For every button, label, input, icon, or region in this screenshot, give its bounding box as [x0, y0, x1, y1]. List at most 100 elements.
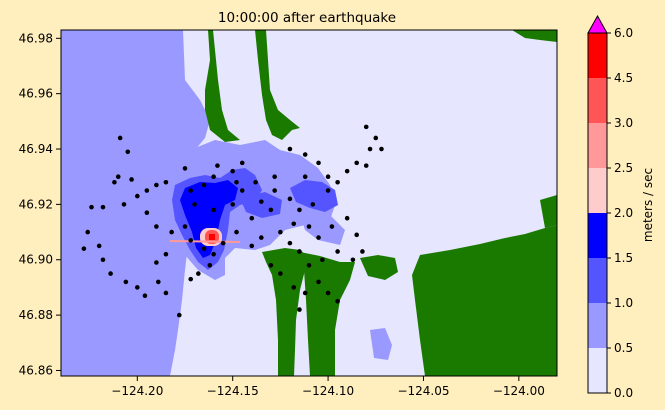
- plot-frame: [60, 29, 558, 377]
- gauge-marker: [363, 124, 369, 130]
- colorbar-label: meters / sec: [641, 168, 655, 242]
- gauge-marker: [215, 163, 220, 168]
- gauge-marker: [354, 232, 359, 238]
- gauge-marker: [287, 146, 293, 152]
- gauge-marker: [220, 240, 226, 246]
- gauge-marker: [188, 188, 194, 193]
- gauge-marker: [316, 279, 321, 285]
- land-northeast-corner: [512, 30, 557, 42]
- land-south-spit: [262, 248, 310, 376]
- land-north-spit: [183, 30, 240, 142]
- gauge-marker: [234, 229, 239, 235]
- gauge-marker: [135, 285, 140, 290]
- gauge-marker: [287, 196, 293, 202]
- colorbar-segment: [588, 258, 607, 303]
- gauge-marker: [302, 290, 308, 296]
- gauge-marker: [360, 249, 365, 254]
- gauge-marker: [211, 174, 216, 180]
- gauge-marker: [272, 174, 277, 180]
- x-tick-label: −124.05: [397, 384, 449, 398]
- gauge-marker: [108, 271, 113, 276]
- gauge-marker: [239, 160, 245, 166]
- gauge-marker: [155, 279, 161, 285]
- x-tick-label: −124.15: [207, 384, 259, 398]
- gauge-marker: [253, 179, 258, 185]
- colorbar-tick-label: 2.5: [614, 161, 633, 175]
- gauge-marker: [129, 177, 134, 182]
- gauge-marker: [325, 290, 331, 296]
- gauge-marker: [278, 271, 283, 276]
- y-tick-label: 46.88: [19, 308, 53, 322]
- land-northern-peninsula: [230, 30, 300, 140]
- y-axis: 46.86 46.88 46.90 46.92 46.94 46.96 46.98: [19, 31, 61, 377]
- colorbar-segment: [588, 33, 607, 78]
- gauge-marker: [268, 207, 274, 213]
- gauge-marker: [121, 202, 127, 207]
- y-tick-label: 46.92: [19, 197, 53, 211]
- gauge-marker: [325, 174, 331, 180]
- gauge-marker: [115, 174, 121, 180]
- gauge-marker: [302, 174, 308, 180]
- gauge-marker: [169, 229, 174, 235]
- gauge-marker: [335, 298, 340, 304]
- gauge-marker: [272, 188, 277, 193]
- speed-region-inner-2: [300, 215, 345, 245]
- colorbar-segment: [588, 303, 607, 348]
- gauge-marker: [268, 262, 274, 268]
- colorbar-segment: [588, 123, 607, 168]
- gauge-marker: [287, 240, 293, 246]
- speed-region-inner-3: [370, 328, 392, 360]
- gauge-marker: [297, 307, 302, 312]
- gauge-marker: [291, 221, 297, 227]
- gauge-marker: [320, 257, 325, 263]
- gauge-marker: [249, 215, 255, 221]
- gauge-marker: [142, 293, 148, 299]
- gauge-marker: [176, 312, 182, 318]
- gauge-marker: [297, 207, 302, 213]
- gauge-marker: [329, 224, 335, 229]
- gauge-marker: [89, 204, 94, 210]
- colorbar-tick-label: 0.5: [614, 341, 633, 355]
- gauge-marker: [363, 163, 369, 168]
- colorbar-tick-label: 0.0: [614, 386, 633, 400]
- colorbar-tick-label: 3.0: [614, 116, 633, 130]
- inlet-streak: [169, 240, 241, 243]
- gauge-markers: [81, 124, 384, 318]
- gauge-marker: [125, 149, 131, 155]
- colorbar-tick-label: 1.0: [614, 296, 633, 310]
- gauge-marker: [335, 249, 340, 254]
- land-south-east: [300, 252, 355, 376]
- gauge-marker: [259, 199, 264, 204]
- gauge-marker: [144, 188, 150, 193]
- gauge-marker: [344, 168, 350, 174]
- gauge-marker: [154, 260, 159, 265]
- gauge-marker: [144, 210, 150, 215]
- gauge-marker: [230, 168, 235, 174]
- gauge-marker: [85, 229, 91, 235]
- gauge-marker: [188, 276, 194, 282]
- colorbar-tick-label: 4.5: [614, 71, 633, 85]
- gauge-marker: [278, 229, 283, 235]
- y-tick-label: 46.86: [19, 363, 53, 377]
- gauge-marker: [344, 215, 350, 221]
- y-tick-label: 46.90: [19, 253, 53, 267]
- gauge-marker: [100, 204, 106, 210]
- gauge-marker: [259, 235, 264, 240]
- gauge-marker: [373, 135, 379, 141]
- gauge-marker: [163, 251, 169, 257]
- y-tick-label: 46.96: [19, 87, 53, 101]
- colorbar-segment: [588, 168, 607, 213]
- gauge-marker: [123, 279, 129, 285]
- inlet-jet-core: [209, 234, 215, 240]
- gauge-marker: [154, 182, 159, 188]
- gauge-marker: [316, 160, 321, 166]
- speed-region-ocean: [61, 30, 210, 376]
- land-east-hills: [412, 225, 557, 376]
- gauge-marker: [201, 246, 207, 251]
- gauge-marker: [192, 202, 197, 207]
- gauge-marker: [201, 182, 207, 188]
- gauge-marker: [306, 262, 312, 268]
- gauge-marker: [100, 257, 106, 263]
- colorbar-tick-label: 2.0: [614, 206, 633, 220]
- gauge-marker: [316, 235, 321, 240]
